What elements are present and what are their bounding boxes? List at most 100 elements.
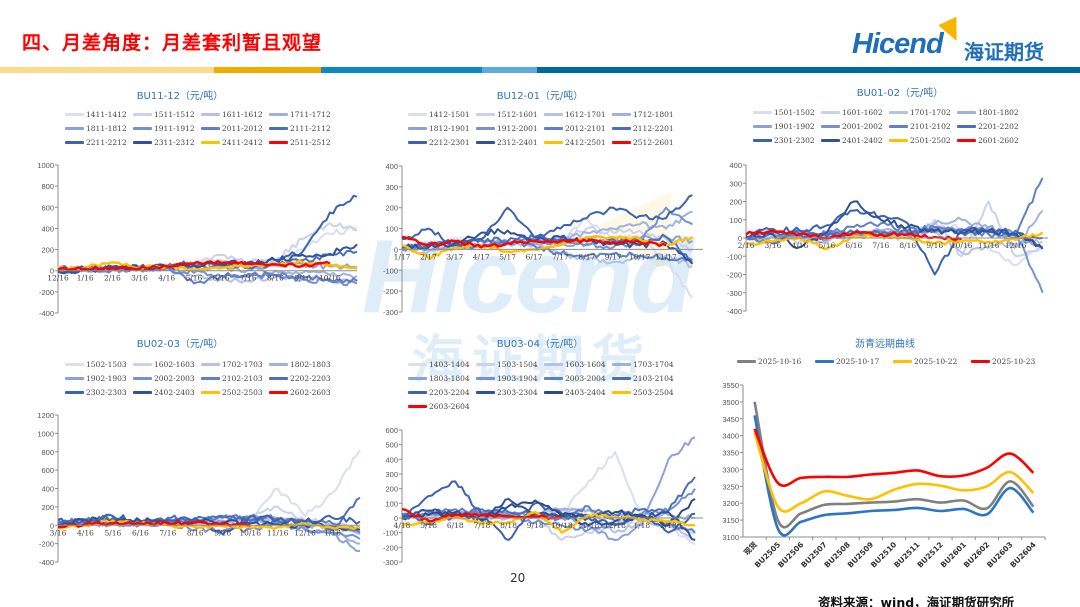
x-tick-label: 2/16 <box>738 241 755 250</box>
logo-text-en: Hicend <box>852 28 944 60</box>
series-line-2511-2512 <box>57 259 331 272</box>
y-tick-label: 300 <box>385 470 398 479</box>
legend-item: 2025-10-23 <box>971 357 1049 366</box>
legend-label: 1611-1612 <box>222 110 263 119</box>
y-tick-label: 3550 <box>722 381 739 390</box>
legend-swatch <box>133 377 152 380</box>
legend-item: 2111-2112 <box>269 124 337 133</box>
x-tick-label: 4/18 <box>394 521 411 530</box>
y-tick-label: 100 <box>385 225 398 234</box>
legend-swatch <box>269 141 288 144</box>
legend-item: 2202-2203 <box>269 374 337 383</box>
legend-item: 2512-2601 <box>612 138 680 147</box>
legend-swatch <box>612 141 631 144</box>
legend-swatch <box>65 363 84 366</box>
legend-item: 1611-1612 <box>201 110 269 119</box>
y-tick-label: 1200 <box>37 411 54 420</box>
legend-swatch <box>65 391 84 394</box>
legend-swatch <box>269 113 288 116</box>
legend-swatch <box>476 391 495 394</box>
chart-legend: 1412-1501 1512-1601 1612-1701 1712-1801 1812… <box>408 110 680 147</box>
series-line-1502-1503 <box>57 449 361 528</box>
legend-item: 2101-2102 <box>889 122 957 131</box>
y-tick-label: 1000 <box>37 161 54 170</box>
legend-item: 1501-1502 <box>753 108 821 117</box>
x-tick-label: 2/16 <box>104 274 121 283</box>
legend-label: 2501-2502 <box>910 136 951 145</box>
x-tick-label: BU2604 <box>1008 540 1037 569</box>
legend-label: 2311-2312 <box>154 138 195 147</box>
legend-label: 2012-2101 <box>565 124 606 133</box>
x-tick-label: 6/16 <box>845 241 862 250</box>
x-tick-label: 5/16 <box>104 528 121 537</box>
y-tick-label: 200 <box>385 485 398 494</box>
x-tick-label: 6/17 <box>526 252 543 261</box>
legend-item: 2025-10-17 <box>815 357 893 366</box>
y-tick-label: 3450 <box>722 415 739 424</box>
y-tick-label: 300 <box>729 179 742 188</box>
legend-swatch <box>133 113 152 116</box>
x-tick-label: 2/18 <box>660 521 677 530</box>
legend-label: 1902-1903 <box>86 374 127 383</box>
legend-label: 2403-2404 <box>565 388 606 397</box>
legend-swatch <box>957 139 976 142</box>
y-tick-label: -300 <box>383 558 398 567</box>
x-tick-label: 12/16 <box>294 528 316 537</box>
legend-swatch <box>269 391 288 394</box>
y-tick-label: -200 <box>383 287 398 296</box>
series-line-2401-2402 <box>745 200 1044 250</box>
legend-swatch <box>269 363 288 366</box>
x-tick-label: 9/16 <box>294 274 311 283</box>
y-tick-label: 3250 <box>722 482 739 491</box>
legend-item: 1503-1504 <box>476 360 544 369</box>
legend-label: 1912-2001 <box>497 124 538 133</box>
legend-swatch <box>408 113 427 116</box>
legend-swatch <box>201 363 220 366</box>
legend-item: 2002-2003 <box>133 374 201 383</box>
header-bar-segment <box>0 67 214 73</box>
x-tick-label: 7/17 <box>552 252 569 261</box>
legend-label: 2212-2301 <box>429 138 470 147</box>
x-tick-label: 5/16 <box>818 241 835 250</box>
legend-item: 1511-1512 <box>133 110 201 119</box>
legend-item: 2402-2403 <box>133 388 201 397</box>
legend-swatch <box>65 113 84 116</box>
series-line-2601-2602 <box>745 229 962 242</box>
y-tick-label: 200 <box>41 246 54 255</box>
x-tick-label: 10/16 <box>319 274 341 283</box>
y-tick-label: 300 <box>385 183 398 192</box>
legend-swatch <box>408 405 427 408</box>
chart-4: -300 -200 -100 0 100 200 300 400 500 600 4/18 5/18 6… <box>383 426 703 567</box>
x-tick-label: 9/17 <box>605 252 622 261</box>
legend-swatch <box>408 363 427 366</box>
y-tick-label: 3150 <box>722 516 739 525</box>
y-tick-label: -400 <box>727 307 742 316</box>
legend-label: 1703-1704 <box>633 360 674 369</box>
series-group <box>745 177 1044 294</box>
legend-label: 2003-2004 <box>565 374 606 383</box>
legend-swatch <box>269 377 288 380</box>
legend-swatch <box>612 113 631 116</box>
x-tick-label: 9/16 <box>926 241 943 250</box>
legend-item: 2501-2502 <box>889 136 957 145</box>
x-tick-label: 12/16 <box>1005 241 1027 250</box>
legend-label: 2402-2403 <box>154 388 195 397</box>
y-tick-label: 400 <box>729 161 742 170</box>
y-tick-label: 400 <box>385 455 398 464</box>
y-tick-label: -100 <box>383 266 398 275</box>
legend-item: 2201-2202 <box>957 122 1025 131</box>
series-group <box>401 194 694 299</box>
legend-label: 2025-10-22 <box>914 357 958 366</box>
legend-item: 1602-1603 <box>133 360 201 369</box>
legend-item: 2301-2302 <box>753 136 821 145</box>
legend-label: 2601-2602 <box>978 136 1019 145</box>
legend-swatch <box>753 139 772 142</box>
legend-label: 2603-2604 <box>429 402 470 411</box>
source-note: 资料来源：wind，海证期货研究所 <box>818 595 1015 607</box>
legend-swatch <box>889 125 908 128</box>
chart-title: BU02-03（元/吨） <box>136 339 224 350</box>
legend-item: 2411-2412 <box>201 138 269 147</box>
legend-swatch <box>476 377 495 380</box>
legend-swatch <box>889 139 908 142</box>
x-tick-label: 7/16 <box>872 241 889 250</box>
